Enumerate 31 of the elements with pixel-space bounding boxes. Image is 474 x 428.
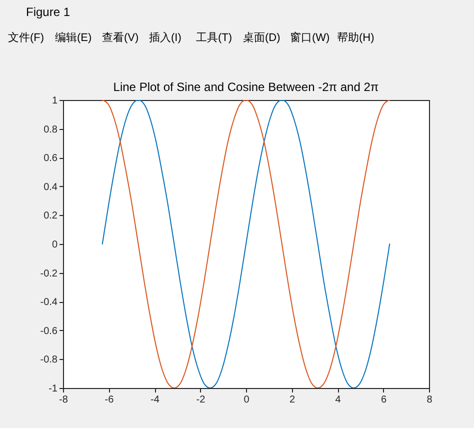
x-tick-label: 0 <box>244 394 250 406</box>
x-tick-label: 6 <box>380 394 387 406</box>
x-tick-label: -2 <box>196 394 206 406</box>
text: 工具(T) <box>196 32 232 44</box>
y-tick-label: -0.8 <box>40 354 58 366</box>
line-series <box>102 100 390 388</box>
x-tick-label: 4 <box>335 394 342 406</box>
text: 桌面(D) <box>243 31 280 44</box>
y-tick-label: 0.2 <box>44 210 58 222</box>
x-tick-label: 2 <box>289 394 296 406</box>
text: 窗口(W) <box>290 31 330 44</box>
y-tick-label: 0 <box>52 240 58 250</box>
text: 帮助(H) <box>337 31 374 44</box>
x-tick-label: -4 <box>150 394 160 406</box>
y-tick-label: 0.4 <box>44 182 58 193</box>
text: 编辑(E) <box>55 31 92 44</box>
caption: Figure 1 <box>26 5 70 19</box>
y-tick-label: -0.2 <box>40 268 58 280</box>
x-tick-label: 8 <box>426 394 433 406</box>
x-tick-label: -6 <box>104 394 114 406</box>
chart-title: Line Plot of Sine and Cosine Between -2π and 2π <box>113 80 379 94</box>
text: 文件(F) <box>8 31 44 44</box>
y-tick-label: 0.8 <box>44 124 58 136</box>
y-tick-label: 0.6 <box>44 153 58 164</box>
y-tick-label: -0.4 <box>40 297 58 308</box>
y-tick-label: -1 <box>48 384 58 394</box>
text: 插入(I) <box>149 31 182 44</box>
y-tick-label: 1 <box>52 96 58 106</box>
y-tick-label: -0.6 <box>40 326 58 337</box>
x-tick-label: -8 <box>59 394 68 406</box>
text: 查看(V) <box>102 31 139 44</box>
